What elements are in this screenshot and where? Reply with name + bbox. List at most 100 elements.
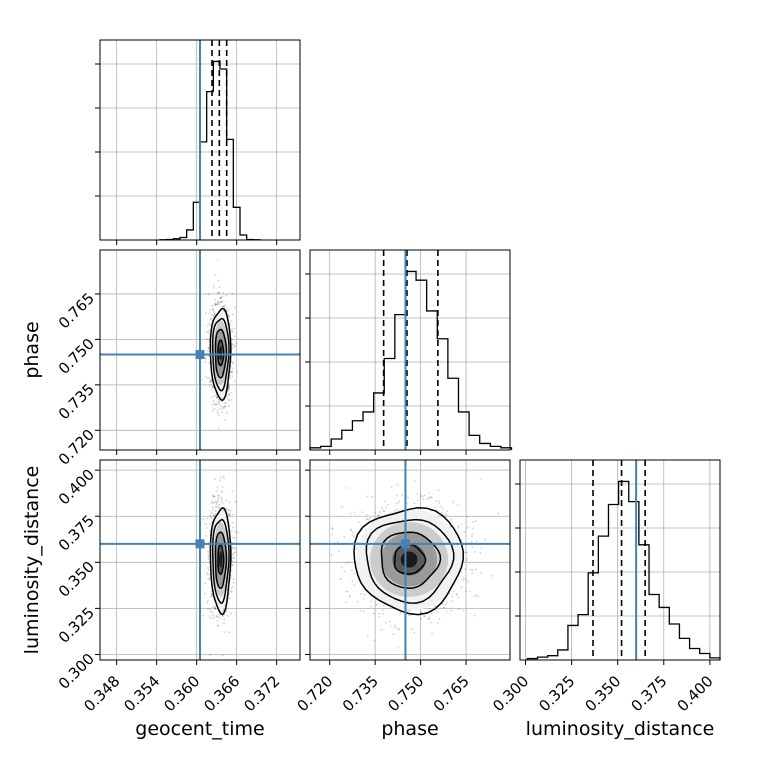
sample-point <box>231 330 234 333</box>
sample-point <box>216 619 219 622</box>
sample-point <box>216 500 219 503</box>
sample-point <box>230 529 233 532</box>
sample-point <box>365 518 368 521</box>
sample-point <box>208 329 211 332</box>
sample-point <box>393 626 396 629</box>
sample-point <box>351 580 354 583</box>
sample-point <box>213 314 216 317</box>
sample-point <box>457 526 460 529</box>
sample-point <box>218 506 221 509</box>
sample-point <box>222 300 225 303</box>
sample-point <box>216 615 219 617</box>
sample-point <box>201 378 204 381</box>
sample-point <box>378 612 381 615</box>
sample-point <box>225 294 228 297</box>
sample-point <box>217 279 220 282</box>
sample-point <box>204 361 206 364</box>
sample-point <box>338 550 340 553</box>
sample-point <box>217 427 220 430</box>
sample-point <box>208 347 210 350</box>
sample-point <box>467 516 469 518</box>
sample-point <box>227 386 230 389</box>
sample-point <box>336 540 339 543</box>
sample-point <box>209 653 212 656</box>
sample-point <box>344 561 347 564</box>
sample-point <box>209 383 212 386</box>
sample-point <box>423 615 426 617</box>
sample-point <box>217 624 220 627</box>
sample-point <box>381 609 384 612</box>
sample-point <box>225 307 228 310</box>
sample-point <box>211 396 213 399</box>
sample-point <box>204 357 207 360</box>
sample-point <box>232 313 234 316</box>
sample-point <box>212 616 215 619</box>
sample-point <box>214 607 217 610</box>
sample-point <box>340 577 343 580</box>
sample-point <box>209 309 212 312</box>
sample-point <box>232 560 235 563</box>
sample-point <box>450 609 453 612</box>
sample-point <box>220 300 223 303</box>
sample-point <box>231 343 234 345</box>
sample-point <box>437 621 439 624</box>
sample-point <box>366 517 369 520</box>
sample-point <box>372 612 375 615</box>
sample-point <box>438 617 441 620</box>
sample-point <box>230 590 233 593</box>
sample-point <box>359 609 362 612</box>
sample-point <box>236 370 238 373</box>
sample-point <box>479 477 482 480</box>
sample-point <box>221 411 224 414</box>
sample-point <box>207 573 210 576</box>
sample-point <box>219 404 222 406</box>
sample-point <box>215 501 218 504</box>
sample-point <box>228 315 231 317</box>
sample-point <box>215 303 217 306</box>
sample-point <box>218 407 221 410</box>
sample-point <box>420 611 423 614</box>
sample-point <box>208 577 211 580</box>
sample-point <box>225 396 228 399</box>
sample-point <box>230 392 233 395</box>
sample-point <box>219 297 222 300</box>
sample-point <box>218 503 220 506</box>
sample-point <box>407 496 409 499</box>
sample-point <box>396 494 398 497</box>
x-tick-label: 0.348 <box>80 672 123 715</box>
sample-point <box>206 517 209 520</box>
sample-point <box>206 324 209 327</box>
sample-point <box>355 548 358 550</box>
sample-point <box>209 608 212 611</box>
sample-point <box>233 551 235 554</box>
sample-point <box>491 574 494 577</box>
sample-point <box>207 607 209 610</box>
sample-point <box>469 568 472 571</box>
sample-point <box>231 521 234 524</box>
sample-point <box>229 371 232 373</box>
sample-point <box>217 291 219 294</box>
sample-point <box>236 531 239 534</box>
sample-point <box>340 505 343 508</box>
sample-point <box>228 514 231 517</box>
sample-point <box>451 595 454 598</box>
contour-line <box>217 543 225 575</box>
x-tick-label: 0.720 <box>293 672 336 715</box>
sample-point <box>228 593 231 596</box>
sample-point <box>395 502 397 505</box>
hist2d-body <box>200 259 238 430</box>
sample-point <box>208 355 210 358</box>
sample-point <box>212 495 215 498</box>
sample-point <box>220 297 223 299</box>
sample-point <box>396 508 399 511</box>
sample-point <box>439 505 442 508</box>
sample-point <box>234 344 236 347</box>
sample-point <box>210 590 213 592</box>
sample-point <box>438 502 440 505</box>
sample-point <box>442 606 445 609</box>
x-tick-label: 0.300 <box>489 672 532 715</box>
sample-point <box>474 551 476 553</box>
sample-point <box>223 622 225 625</box>
sample-point <box>427 617 430 620</box>
